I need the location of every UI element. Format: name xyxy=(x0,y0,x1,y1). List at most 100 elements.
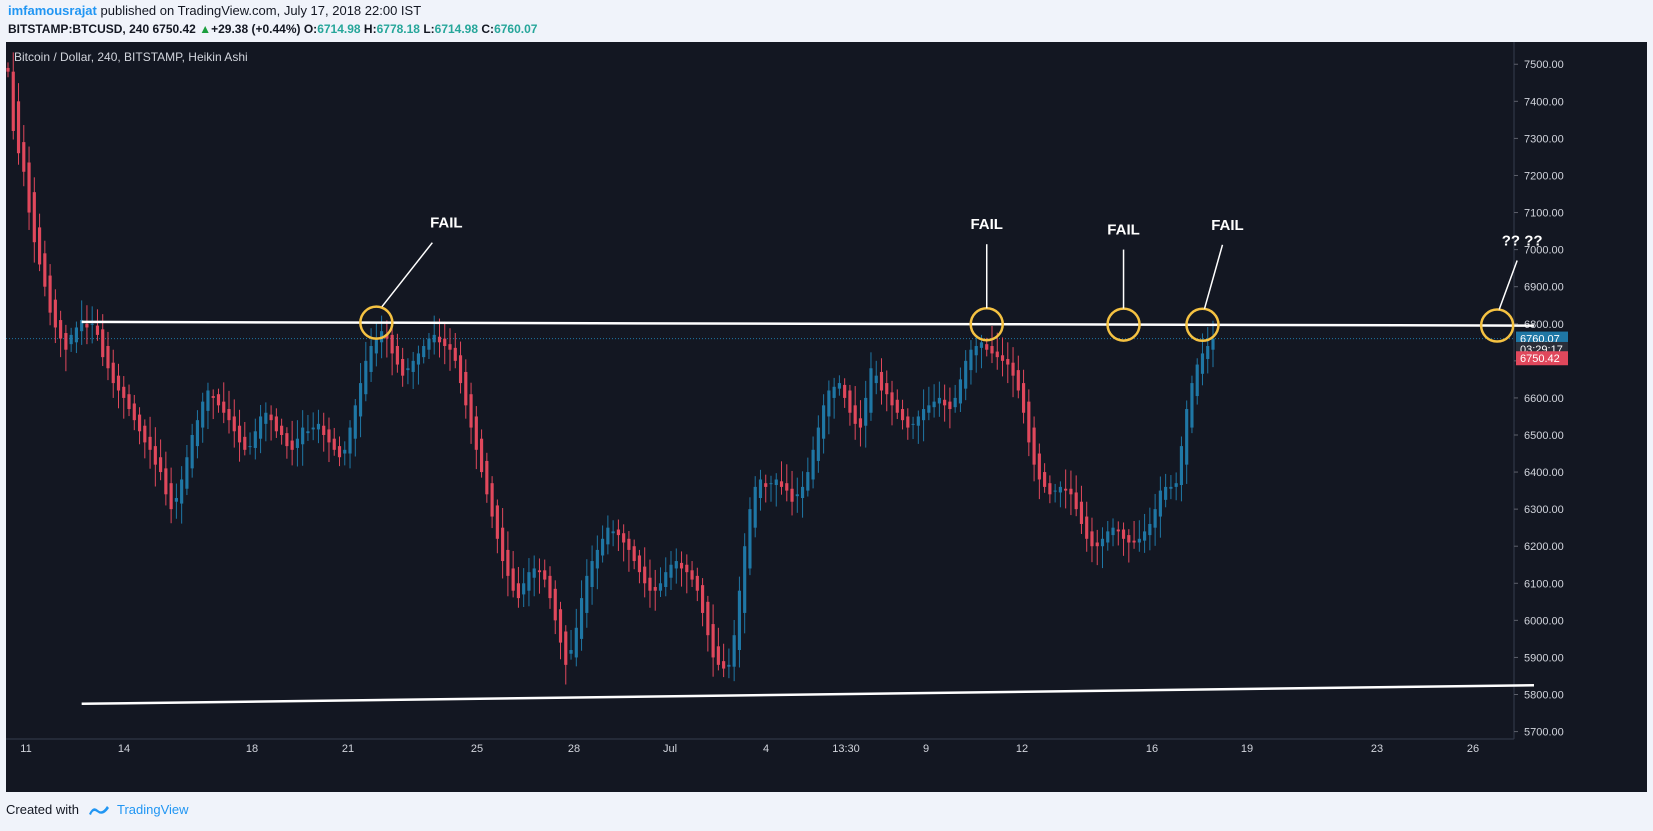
candle-body xyxy=(1143,531,1147,541)
candle-body xyxy=(685,564,689,573)
candle-body xyxy=(1048,483,1052,495)
candle-body xyxy=(1053,490,1057,492)
y-tick-label: 5800.00 xyxy=(1524,690,1564,702)
candle-body xyxy=(1185,409,1189,465)
y-tick-label: 6900.00 xyxy=(1524,282,1564,294)
candle-body xyxy=(358,383,363,417)
candle-body xyxy=(753,486,757,528)
candle-body xyxy=(406,368,410,371)
open-label: O: xyxy=(303,22,318,36)
candle-body xyxy=(437,336,442,343)
candle-body xyxy=(422,346,426,358)
candle-body xyxy=(122,386,126,398)
candle-body xyxy=(395,346,399,365)
candle-body xyxy=(843,384,847,398)
candle-body xyxy=(1195,364,1199,397)
candle-body xyxy=(401,358,405,376)
candle-body xyxy=(311,427,315,430)
candle-body xyxy=(132,403,136,421)
candle-body xyxy=(59,320,63,339)
author-link[interactable]: imfamousrajat xyxy=(8,3,97,18)
candle-body xyxy=(853,405,857,424)
symbol-label: BITSTAMP:BTCUSD, 240 xyxy=(8,22,150,36)
candle-body xyxy=(227,409,231,421)
chart-title: Bitcoin / Dollar, 240, BITSTAMP, Heikin … xyxy=(14,50,248,64)
candle-body xyxy=(701,585,705,613)
candle-body xyxy=(948,401,952,410)
candle-body xyxy=(664,572,668,587)
annotation-label: ?? ?? xyxy=(1502,233,1543,250)
candle-body xyxy=(932,401,936,408)
candle-body xyxy=(37,227,42,265)
candle-body xyxy=(979,342,984,348)
candle-body xyxy=(911,423,915,425)
candle-body xyxy=(243,436,247,450)
candle-body xyxy=(1074,492,1078,510)
y-tick-label: 6200.00 xyxy=(1524,541,1564,553)
candle-body xyxy=(164,468,168,495)
candle-body xyxy=(432,334,436,343)
candle-body xyxy=(480,438,484,473)
candle-body xyxy=(1158,490,1162,517)
candle-body xyxy=(53,299,57,328)
candle-body xyxy=(374,338,378,354)
candle-body xyxy=(590,561,594,587)
x-tick-label: Jul xyxy=(663,743,677,755)
created-with-label: Created with xyxy=(6,802,79,817)
candle-body xyxy=(106,346,110,369)
candle-body xyxy=(537,570,542,573)
candle-body xyxy=(295,438,299,448)
x-tick-label: 18 xyxy=(246,743,258,755)
candle-body xyxy=(274,416,278,432)
chart-area[interactable]: Bitcoin / Dollar, 240, BITSTAMP, Heikin … xyxy=(6,42,1647,792)
candle-body xyxy=(879,371,884,391)
candle-body xyxy=(322,425,326,435)
candle-body xyxy=(285,433,289,447)
candle-body xyxy=(790,488,794,502)
candlestick-chart[interactable]: Bitcoin / Dollar, 240, BITSTAMP, Heikin … xyxy=(6,42,1647,792)
x-tick-label: 11 xyxy=(20,743,31,755)
candle-body xyxy=(32,192,36,243)
y-tick-label: 6300.00 xyxy=(1524,504,1564,516)
candle-body xyxy=(253,431,257,448)
candle-body xyxy=(800,486,805,499)
price-change: +29.38 (+0.44%) xyxy=(211,22,301,36)
candle-body xyxy=(895,399,899,413)
candle-body xyxy=(280,425,284,435)
candle-body xyxy=(548,575,552,599)
candle-body xyxy=(900,409,905,421)
candle-body xyxy=(769,483,773,485)
candle-body xyxy=(706,601,710,636)
candle-body xyxy=(174,498,178,502)
candle-body xyxy=(364,360,368,395)
candle-body xyxy=(1169,486,1173,489)
annotation-pointer xyxy=(1498,260,1518,310)
candle-body xyxy=(906,416,910,428)
candle-body xyxy=(527,572,531,591)
candle-body xyxy=(127,394,131,410)
candle-body xyxy=(1064,488,1068,491)
candle-body xyxy=(111,362,115,384)
footer: Created with TradingView xyxy=(6,802,189,817)
tradingview-brand-label: TradingView xyxy=(116,802,189,817)
candle-body xyxy=(290,440,294,450)
candle-body xyxy=(1111,527,1115,536)
candle-body xyxy=(316,423,321,430)
candle-body xyxy=(1106,531,1110,543)
tradingview-brand[interactable]: TradingView xyxy=(87,802,189,817)
candle-body xyxy=(658,583,663,591)
candle-body xyxy=(937,397,941,404)
y-tick-label: 6000.00 xyxy=(1524,615,1564,627)
candle-body xyxy=(611,531,615,534)
x-tick-label: 28 xyxy=(568,743,580,755)
x-tick-label: 9 xyxy=(923,743,929,755)
candle-body xyxy=(890,392,894,406)
candle-body xyxy=(595,549,599,569)
candle-body xyxy=(1090,531,1094,547)
candle-body xyxy=(732,635,736,667)
tradingview-logo-icon xyxy=(88,805,109,815)
x-tick-label: 12 xyxy=(1016,743,1028,755)
candle-body xyxy=(1027,401,1031,443)
x-tick-label: 26 xyxy=(1467,743,1479,755)
publish-info: published on TradingView.com, July 17, 2… xyxy=(100,3,422,18)
